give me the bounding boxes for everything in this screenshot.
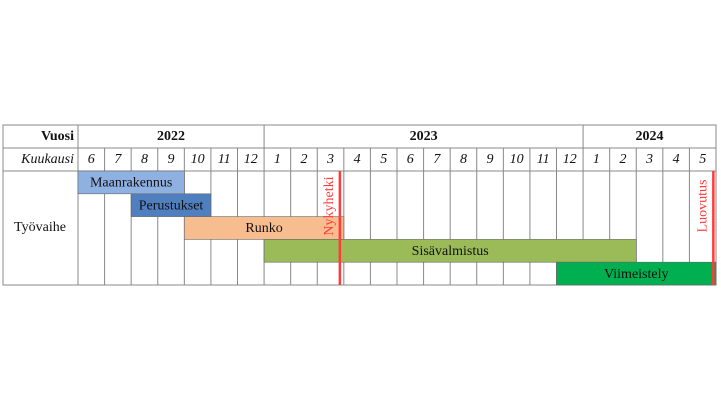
marker-label: Luovutus	[696, 180, 711, 233]
year-label: 2023	[410, 129, 438, 144]
task-label: Perustukset	[139, 198, 204, 213]
month-label: 5	[380, 152, 387, 167]
month-label: 6	[88, 152, 95, 167]
month-label: 4	[354, 152, 361, 167]
month-label: 10	[510, 152, 524, 167]
month-label: 1	[274, 152, 281, 167]
task-label: Runko	[245, 221, 282, 236]
month-label: 8	[141, 152, 148, 167]
year-label: 2022	[157, 129, 185, 144]
marker-label: Nykyhetki	[322, 176, 337, 235]
task-label: Sisävalmistus	[412, 244, 489, 259]
month-label: 9	[487, 152, 494, 167]
row-label: Työvaihe	[14, 220, 66, 235]
month-label: Kuukausi	[20, 152, 74, 167]
year-label: 2024	[636, 129, 664, 144]
month-label: 2	[300, 152, 307, 167]
task-label: Viimeistely	[604, 267, 668, 282]
task-bar	[263, 239, 637, 263]
month-label: 11	[218, 152, 231, 167]
month-label: 3	[645, 152, 653, 167]
month-label: 5	[699, 152, 706, 167]
month-label: 8	[460, 152, 467, 167]
month-label: 3	[326, 152, 334, 167]
task-label: Maanrakennus	[90, 176, 172, 191]
month-label: 12	[563, 152, 577, 167]
month-label: 7	[433, 152, 441, 167]
month-label: 9	[168, 152, 175, 167]
month-label: 12	[244, 152, 258, 167]
month-label: 7	[114, 152, 122, 167]
month-label: 11	[537, 152, 550, 167]
month-label: 2	[619, 152, 626, 167]
month-label: 6	[407, 152, 414, 167]
task-bar	[130, 193, 212, 217]
month-label: 4	[673, 152, 680, 167]
month-label: 10	[191, 152, 205, 167]
task-bar	[556, 261, 717, 286]
year-label: Vuosi	[41, 129, 74, 144]
month-label: 1	[593, 152, 600, 167]
